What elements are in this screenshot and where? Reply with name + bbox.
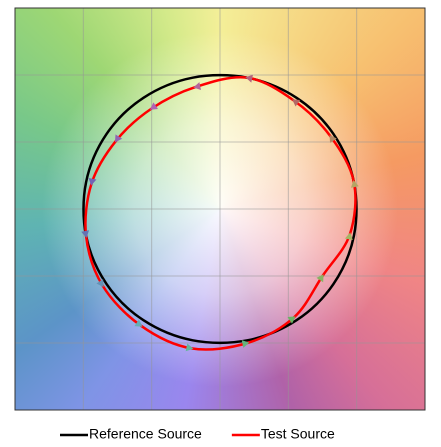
- plot-border: [14, 7, 426, 411]
- legend-item: Reference Source: [60, 426, 202, 442]
- shift-arrow: [329, 134, 337, 143]
- shift-arrow: [316, 274, 324, 283]
- shift-arrow: [245, 74, 253, 83]
- shift-arrow: [81, 230, 90, 238]
- shift-arrow: [193, 82, 202, 90]
- shift-arrow: [149, 102, 158, 110]
- shift-arrow: [185, 343, 194, 352]
- legend-label: Test Source: [261, 426, 335, 442]
- shift-arrow: [88, 177, 97, 186]
- shift-arrow: [292, 99, 301, 107]
- shift-arrow: [96, 279, 104, 288]
- legend-item: Test Source: [231, 426, 335, 442]
- shift-arrow: [350, 180, 359, 188]
- legend-label: Reference Source: [89, 426, 202, 442]
- shift-arrow: [241, 340, 250, 348]
- shift-arrow: [287, 316, 296, 324]
- shift-arrow: [114, 134, 123, 143]
- shift-arrow: [344, 232, 353, 241]
- shift-arrow: [134, 319, 143, 327]
